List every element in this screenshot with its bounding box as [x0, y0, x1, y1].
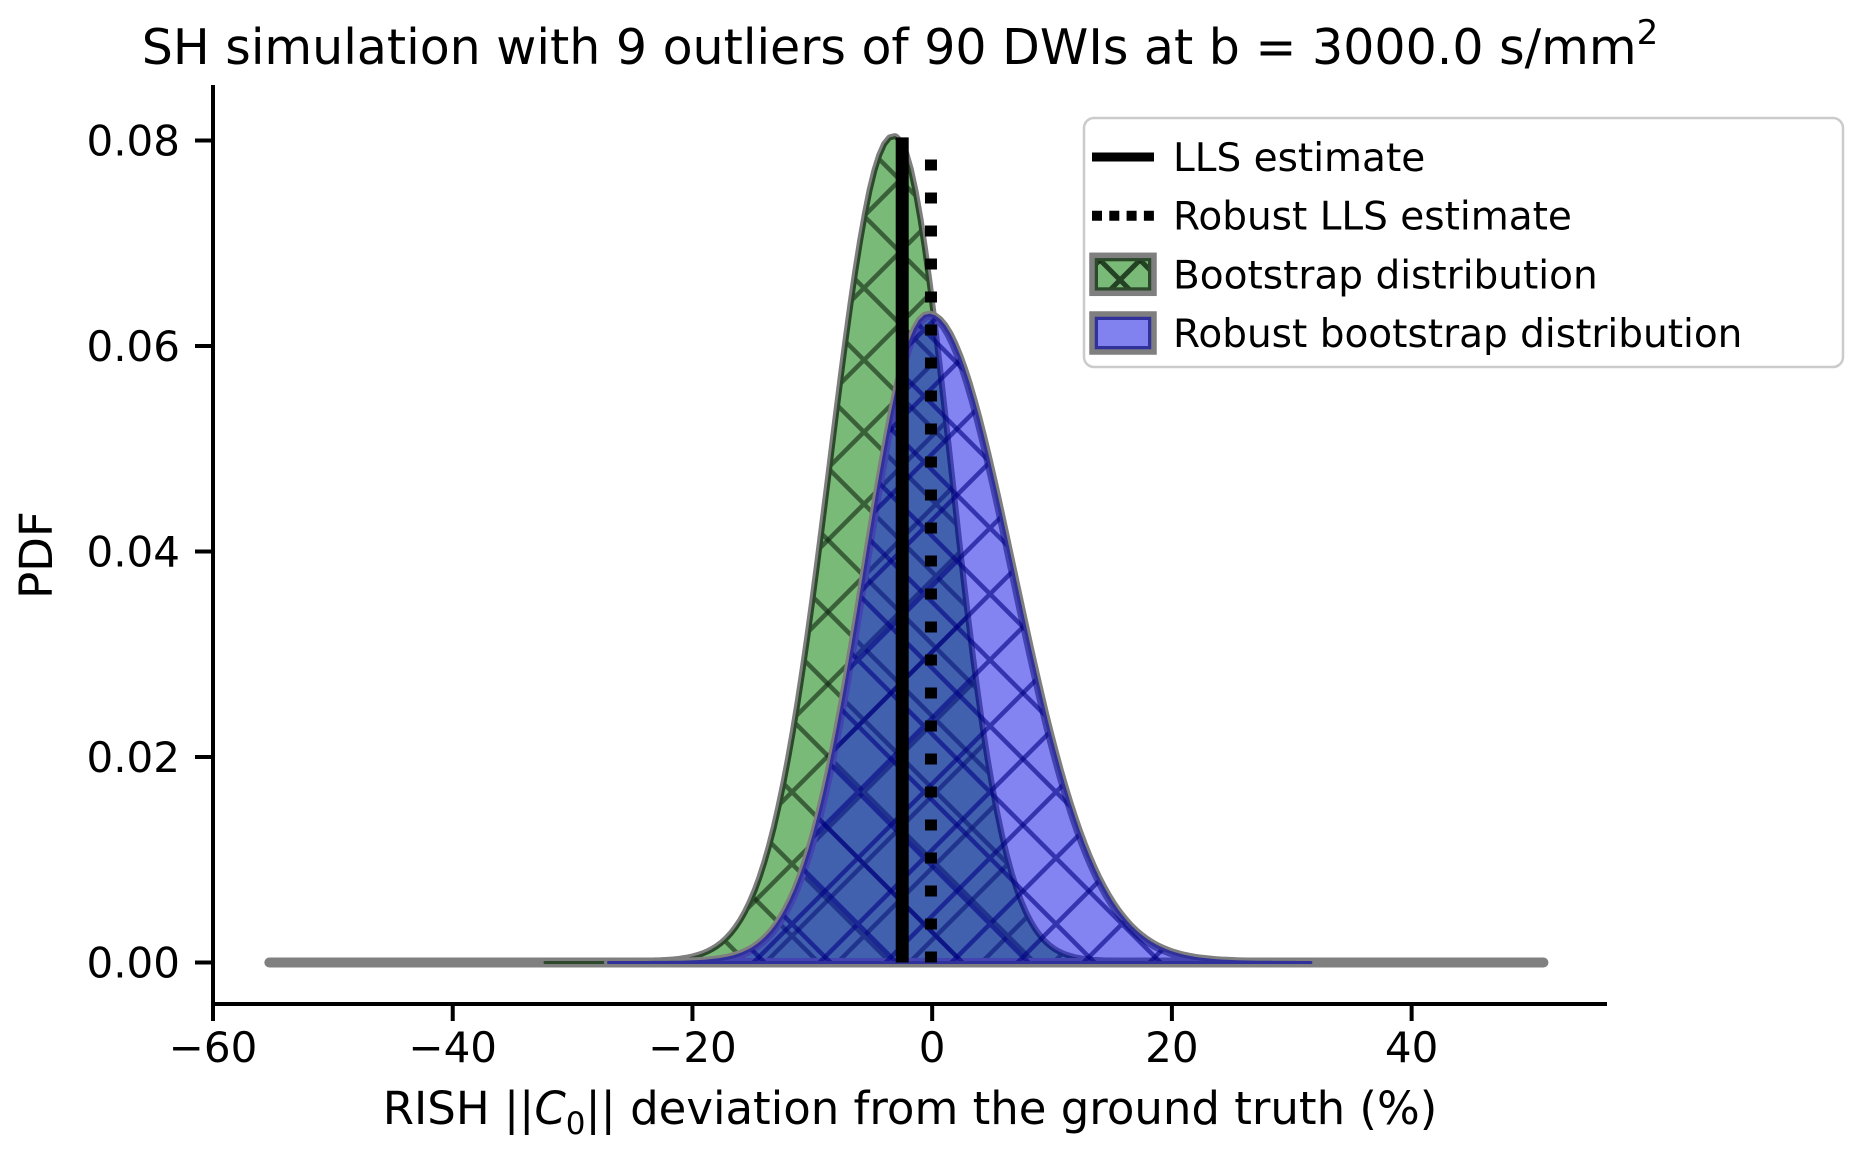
x-tick-label: −40 — [408, 1023, 497, 1072]
legend-patch-fill — [1092, 314, 1154, 352]
chart-title: SH simulation with 9 outliers of 90 DWIs… — [142, 13, 1658, 76]
legend-item: Robust bootstrap distribution — [1089, 311, 1742, 357]
chart-title-main: SH simulation with 9 outliers of 90 DWIs… — [142, 19, 1637, 76]
robust-bootstrap-distribution-hatch — [608, 315, 1311, 963]
legend-patch-edge — [1094, 257, 1152, 292]
legend-item: Robust LLS estimate — [1092, 195, 1572, 240]
y-tick-label: 0.02 — [86, 733, 180, 782]
legend-patch-outline — [1089, 311, 1157, 355]
x-axis-label-prefix: RISH || — [383, 1082, 535, 1135]
legend-items: LLS estimate Robust LLS estimate Bootstrap… — [1089, 136, 1742, 357]
legend-item: LLS estimate — [1092, 136, 1425, 181]
x-tick-label: 0 — [919, 1023, 946, 1072]
x-axis-label-suffix: || deviation from the ground truth (%) — [585, 1082, 1437, 1135]
axes: −60 −40 −20 0 20 400.000.020.040.060.08 SH si… — [10, 13, 1658, 1142]
legend-patch-hatch — [1092, 255, 1154, 294]
tick-marks: −60 −40 −20 0 20 40 0.00 0.02 0.04 0.06 0.08 — [86, 116, 1438, 1072]
y-tick-label: 0.08 — [86, 116, 180, 165]
y-tick-label: 0.04 — [86, 527, 180, 576]
legend-item-label: Robust bootstrap distribution — [1173, 312, 1742, 357]
x-tick-label: 20 — [1145, 1023, 1198, 1072]
robust-bootstrap-distribution-edge — [607, 313, 1313, 964]
chart-title-superscript: 2 — [1637, 13, 1659, 53]
x-axis-label-variable: C — [534, 1082, 566, 1135]
legend-patch-outline — [1089, 252, 1157, 297]
x-tick-label: −20 — [648, 1023, 737, 1072]
legend-item-label: Bootstrap distribution — [1173, 253, 1598, 298]
x-tick-label: 40 — [1385, 1023, 1438, 1072]
x-axis-label-subscript: 0 — [566, 1106, 586, 1142]
legend-patch-edge — [1094, 316, 1152, 350]
y-tick-label: 0.00 — [86, 938, 180, 987]
legend: LLS estimate Robust LLS estimate Bootstrap… — [1082, 116, 1845, 369]
y-axis-label: PDF — [10, 511, 63, 599]
plot-area — [264, 133, 1549, 968]
legend-box — [1082, 116, 1845, 369]
legend-item: Bootstrap distribution — [1089, 252, 1598, 298]
legend-item-label: LLS estimate — [1173, 136, 1425, 181]
legend-item-label: Robust LLS estimate — [1173, 195, 1572, 240]
y-tick-label: 0.06 — [86, 322, 180, 371]
x-axis-label: RISH ||C0|| deviation from the ground tr… — [383, 1082, 1438, 1142]
x-tick-label: −60 — [169, 1023, 258, 1072]
